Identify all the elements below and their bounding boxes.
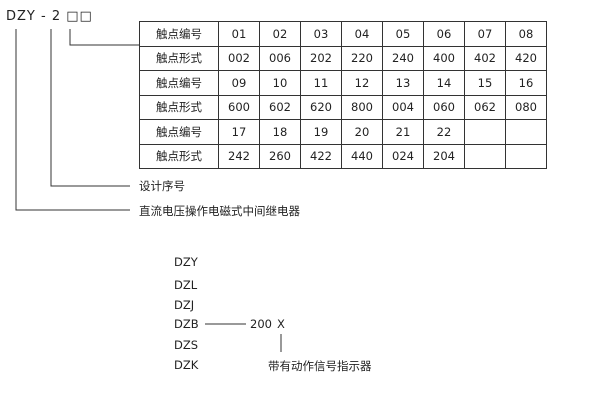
- table-cell: 01: [218, 21, 260, 47]
- table-row: 触点形式 600 602 620 800 004 060 062 080: [139, 94, 547, 120]
- table-cell: 202: [300, 45, 342, 71]
- row-label: 触点编号: [139, 70, 219, 96]
- table-cell: 18: [259, 119, 301, 145]
- table-cell: 08: [505, 21, 547, 47]
- row-label: 触点编号: [139, 21, 219, 47]
- table-cell: 620: [300, 94, 342, 120]
- table-cell: 09: [218, 70, 260, 96]
- table-cell: [464, 143, 506, 169]
- series-item: DZJ: [174, 298, 195, 312]
- table-cell: 600: [218, 94, 260, 120]
- suffix-x: X: [277, 317, 285, 331]
- leader-line-contact: [69, 29, 139, 46]
- table-cell: 400: [423, 45, 465, 71]
- table-cell: 12: [341, 70, 383, 96]
- table-cell: 006: [259, 45, 301, 71]
- table-cell: 15: [464, 70, 506, 96]
- table-cell: 440: [341, 143, 383, 169]
- table-cell: 402: [464, 45, 506, 71]
- table-cell: 10: [259, 70, 301, 96]
- series-item: DZK: [174, 358, 199, 372]
- row-label: 触点编号: [139, 119, 219, 145]
- table-cell: 060: [423, 94, 465, 120]
- series-item: DZL: [174, 278, 198, 292]
- relay-type-label: 直流电压操作电磁式中间继电器: [139, 204, 300, 218]
- table-cell: 260: [259, 143, 301, 169]
- table-cell: 242: [218, 143, 260, 169]
- table-cell: 03: [300, 21, 342, 47]
- table-cell: 004: [382, 94, 424, 120]
- table-row: 触点编号 01 02 03 04 05 06 07 08: [139, 21, 547, 47]
- table-row: 触点编号 09 10 11 12 13 14 15 16: [139, 70, 547, 96]
- table-row: 触点形式 002 006 202 220 240 400 402 420: [139, 45, 547, 71]
- model-code: DZY - 2 □□: [6, 9, 93, 24]
- table-cell: 16: [505, 70, 547, 96]
- table-cell: 21: [382, 119, 424, 145]
- design-serial-label: 设计序号: [139, 179, 185, 193]
- table-cell: 420: [505, 45, 547, 71]
- table-cell: 11: [300, 70, 342, 96]
- table-cell: 024: [382, 143, 424, 169]
- table-cell: 04: [341, 21, 383, 47]
- table-cell: 240: [382, 45, 424, 71]
- table-row: 触点编号 17 18 19 20 21 22: [139, 119, 547, 145]
- table-cell: 06: [423, 21, 465, 47]
- table-cell: 20: [341, 119, 383, 145]
- contact-table: 触点编号 01 02 03 04 05 06 07 08 触点形式 002 006 202 220 240 4…: [139, 21, 547, 169]
- row-label: 触点形式: [139, 45, 219, 71]
- table-cell: 07: [464, 21, 506, 47]
- table-cell: 062: [464, 94, 506, 120]
- table-cell: 13: [382, 70, 424, 96]
- table-cell: 02: [259, 21, 301, 47]
- row-label: 触点形式: [139, 94, 219, 120]
- table-cell: 800: [341, 94, 383, 120]
- table-cell: 19: [300, 119, 342, 145]
- leader-line-relay: [15, 29, 130, 211]
- table-cell: 17: [218, 119, 260, 145]
- leader-line-design: [50, 29, 130, 187]
- table-cell: 22: [423, 119, 465, 145]
- table-cell: 14: [423, 70, 465, 96]
- row-label: 触点形式: [139, 143, 219, 169]
- indicator-label: 带有动作信号指示器: [268, 359, 372, 373]
- table-cell: 602: [259, 94, 301, 120]
- table-cell: 05: [382, 21, 424, 47]
- table-cell: [505, 143, 547, 169]
- table-cell: 220: [341, 45, 383, 71]
- suffix-number: 200: [250, 317, 272, 331]
- table-cell: 002: [218, 45, 260, 71]
- table-cell: 204: [423, 143, 465, 169]
- series-item: DZS: [174, 338, 199, 352]
- table-cell: [464, 119, 506, 145]
- table-cell: 422: [300, 143, 342, 169]
- table-cell: 080: [505, 94, 547, 120]
- series-item: DZY: [174, 255, 198, 269]
- table-cell: [505, 119, 547, 145]
- series-item: DZB: [174, 317, 199, 331]
- table-row: 触点形式 242 260 422 440 024 204: [139, 143, 547, 169]
